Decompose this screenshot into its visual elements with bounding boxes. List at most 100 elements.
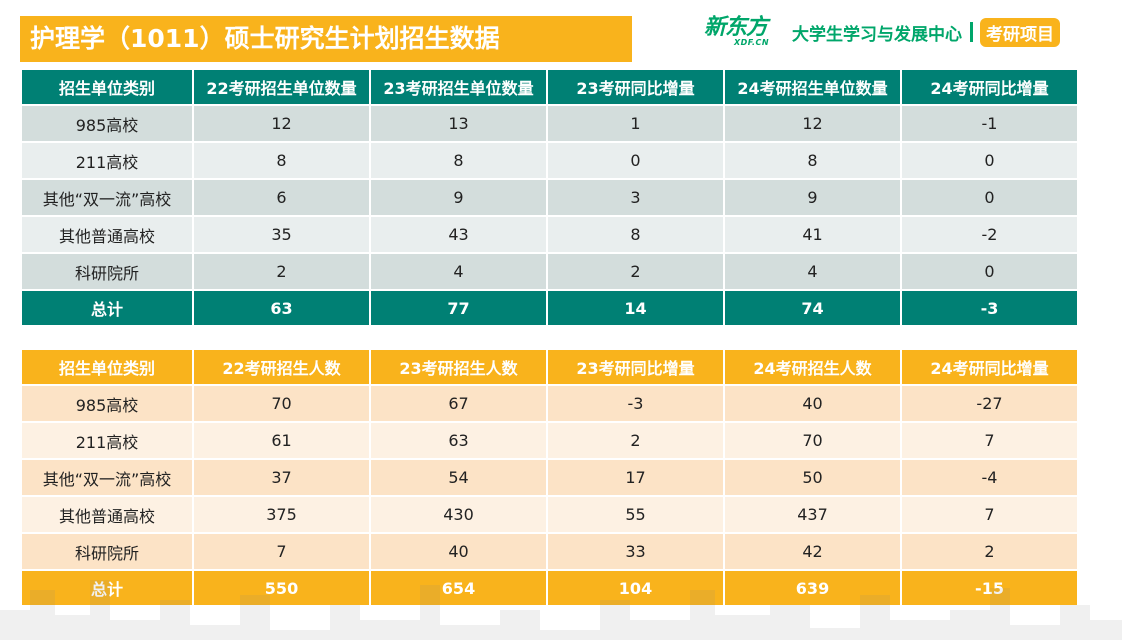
header-cell: 24考研同比增量 [902,350,1077,386]
brand-logo-text: 新东方 [704,15,768,40]
table-cell: 其他“双一流”高校 [22,180,192,217]
table-cell: 70 [194,386,369,423]
table-cell: 40 [725,386,900,423]
table-cell: 1 [548,106,723,143]
table-cell: 67 [371,386,546,423]
total-cell: 639 [725,571,900,607]
table-cell: 211高校 [22,423,192,460]
table-cell: 13 [371,106,546,143]
table-cell: 8 [371,143,546,180]
table-cell: 54 [371,460,546,497]
table-cell: 9 [371,180,546,217]
table-cell: -3 [548,386,723,423]
total-cell: 74 [725,291,900,327]
table-cell: 8 [194,143,369,180]
table-cell: 37 [194,460,369,497]
table-cell: 35 [194,217,369,254]
total-cell: 总计 [22,571,192,607]
table-cell: 9 [725,180,900,217]
total-cell: -15 [902,571,1077,607]
table-cell: 2 [902,534,1077,571]
table-cell: 12 [725,106,900,143]
table-cell: 61 [194,423,369,460]
table-cell: 4 [725,254,900,291]
table-cell: 科研院所 [22,254,192,291]
people-table: 招生单位类别 22考研招生人数 23考研招生人数 23考研同比增量 24考研招生… [20,350,1079,607]
table-cell: 33 [548,534,723,571]
table-cell: 2 [548,423,723,460]
table-row: 其他普通高校 35 43 8 41 -2 [22,217,1077,254]
total-cell: -3 [902,291,1077,327]
table-cell: 50 [725,460,900,497]
table-cell: 2 [194,254,369,291]
table-cell: 0 [902,143,1077,180]
header-cell: 招生单位类别 [22,350,192,386]
table-cell: 0 [548,143,723,180]
table-cell: 3 [548,180,723,217]
brand-logo: 新东方 XDF.CN [704,15,782,49]
table-cell: 7 [902,423,1077,460]
table-cell: 12 [194,106,369,143]
table-cell: 其他“双一流”高校 [22,460,192,497]
table-total-row: 总计 63 77 14 74 -3 [22,291,1077,327]
table-cell: 7 [194,534,369,571]
brand-project-badge: 考研项目 [980,17,1060,47]
table-cell: 4 [371,254,546,291]
total-cell: 550 [194,571,369,607]
table-cell: 8 [548,217,723,254]
table-row: 985高校 70 67 -3 40 -27 [22,386,1077,423]
table-row: 211高校 61 63 2 70 7 [22,423,1077,460]
table-row: 其他普通高校 375 430 55 437 7 [22,497,1077,534]
total-cell: 104 [548,571,723,607]
table-cell: 375 [194,497,369,534]
total-cell: 77 [371,291,546,327]
total-cell: 14 [548,291,723,327]
table-cell: 2 [548,254,723,291]
table-cell: 70 [725,423,900,460]
table-cell: 63 [371,423,546,460]
table-cell: -4 [902,460,1077,497]
header-cell: 22考研招生人数 [194,350,369,386]
table-cell: 7 [902,497,1077,534]
table-cell: 0 [902,254,1077,291]
table-cell: 430 [371,497,546,534]
brand-logo-sub: XDF.CN [734,38,770,47]
table-cell: 437 [725,497,900,534]
table-cell: 41 [725,217,900,254]
background-skyline [0,580,1122,640]
header-cell: 23考研招生单位数量 [371,70,546,106]
table-cell: -1 [902,106,1077,143]
table-cell: 43 [371,217,546,254]
brand-header: 新东方 XDF.CN 大学生学习与发展中心 考研项目 [704,14,1060,50]
table-row: 其他“双一流”高校 6 9 3 9 0 [22,180,1077,217]
table-header-row: 招生单位类别 22考研招生人数 23考研招生人数 23考研同比增量 24考研招生… [22,350,1077,386]
total-cell: 654 [371,571,546,607]
brand-separator [970,22,973,42]
header-cell: 24考研招生人数 [725,350,900,386]
header-cell: 23考研同比增量 [548,70,723,106]
header-cell: 23考研同比增量 [548,350,723,386]
table-cell: -2 [902,217,1077,254]
table-cell: 40 [371,534,546,571]
table-cell: 8 [725,143,900,180]
table-row: 985高校 12 13 1 12 -1 [22,106,1077,143]
brand-center-name: 大学生学习与发展中心 [792,24,962,45]
table-cell: 985高校 [22,386,192,423]
total-cell: 63 [194,291,369,327]
table-cell: 42 [725,534,900,571]
table-header-row: 招生单位类别 22考研招生单位数量 23考研招生单位数量 23考研同比增量 24… [22,70,1077,106]
table-cell: 17 [548,460,723,497]
table-row: 211高校 8 8 0 8 0 [22,143,1077,180]
header-cell: 24考研同比增量 [902,70,1077,106]
table-cell: 其他普通高校 [22,497,192,534]
total-cell: 总计 [22,291,192,327]
table-total-row: 总计 550 654 104 639 -15 [22,571,1077,607]
table-row: 科研院所 2 4 2 4 0 [22,254,1077,291]
table-cell: 科研院所 [22,534,192,571]
page-title: 护理学（1011）硕士研究生计划招生数据 [20,16,632,62]
table-row: 其他“双一流”高校 37 54 17 50 -4 [22,460,1077,497]
header-cell: 24考研招生单位数量 [725,70,900,106]
table-cell: 6 [194,180,369,217]
header-cell: 22考研招生单位数量 [194,70,369,106]
table-cell: 985高校 [22,106,192,143]
